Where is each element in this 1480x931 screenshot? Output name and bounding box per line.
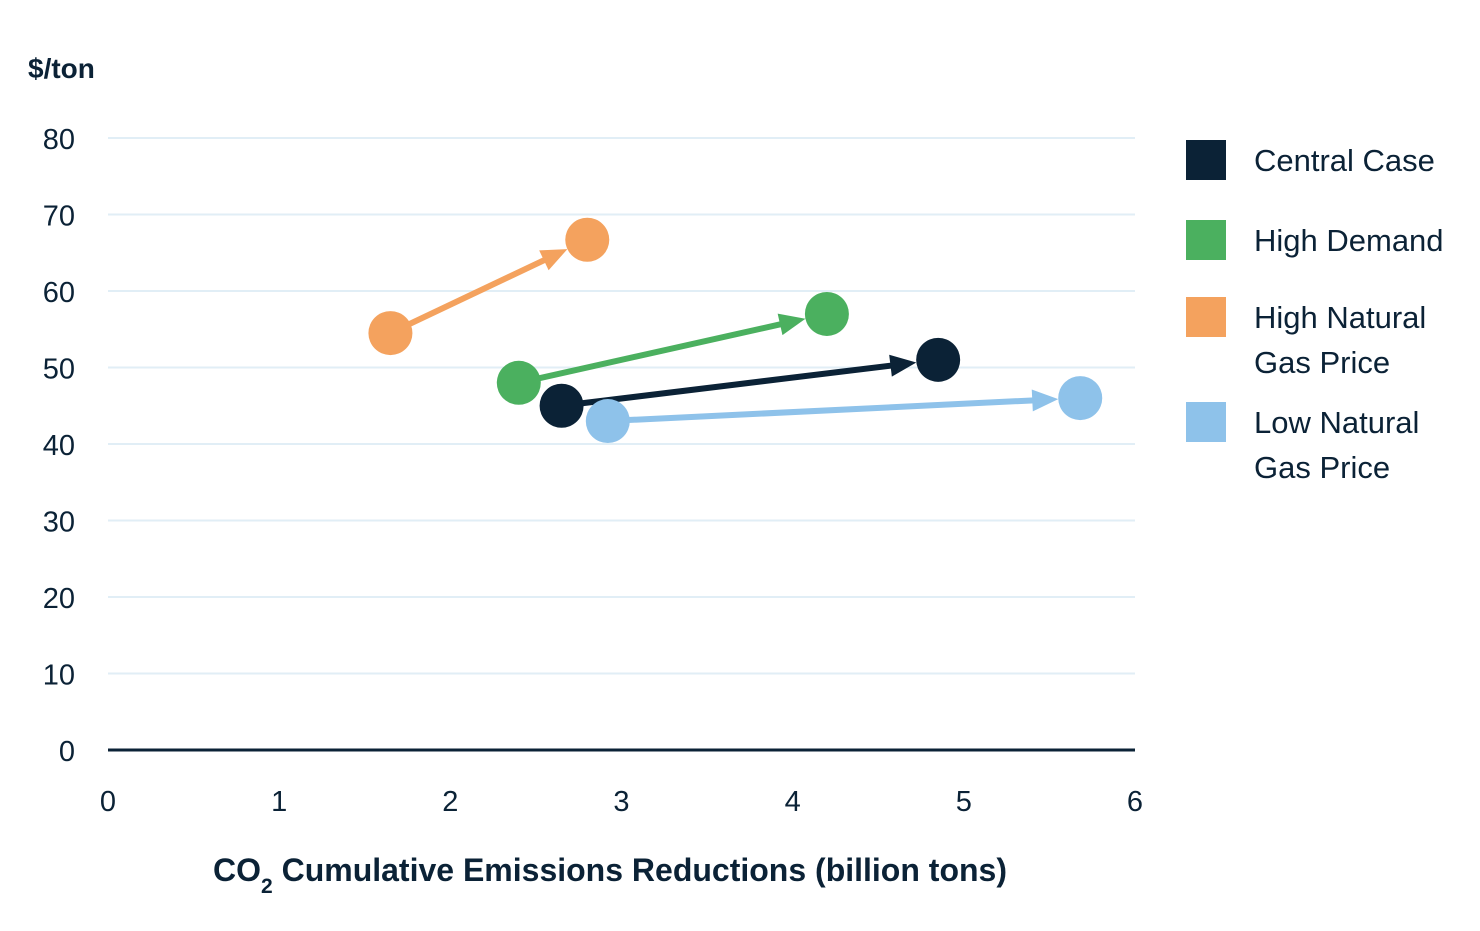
legend-item: Central Case	[1186, 140, 1435, 180]
arrow-line	[389, 256, 547, 336]
start-point	[368, 311, 413, 356]
x-axis-title: CO2 Cumulative Emissions Reductions (bil…	[213, 852, 1007, 898]
arrow-line	[607, 397, 1035, 425]
series-layer	[368, 217, 1103, 444]
x-tick-label: 5	[956, 786, 972, 818]
x-axis-title-subscript: 2	[261, 875, 273, 898]
legend-swatch	[1186, 220, 1226, 260]
x-tick-label: 6	[1127, 786, 1143, 818]
axes: 0 10 20 30 40 50 60 70 80 0 1 2 3 4 5 6	[43, 124, 1143, 818]
legend-item: High Natural Gas Price	[1186, 297, 1426, 380]
x-axis-title-suffix: Cumulative Emissions Reductions (billion…	[273, 852, 1007, 888]
series-high-demand	[496, 291, 849, 405]
y-tick-label: 30	[43, 507, 75, 539]
legend-swatch	[1186, 140, 1226, 180]
x-tick-label: 3	[613, 786, 629, 818]
arrow-head	[539, 249, 568, 271]
y-tick-label: 60	[43, 277, 75, 309]
grid-lines	[108, 137, 1135, 675]
legend-label: Low Natural	[1254, 405, 1419, 440]
y-tick-label: 0	[59, 736, 75, 768]
legend-swatch	[1186, 402, 1226, 442]
end-point	[1058, 376, 1103, 421]
arrow-head	[889, 354, 917, 377]
start-point	[585, 399, 630, 444]
y-tick-label: 80	[43, 124, 75, 156]
x-tick-label: 1	[271, 786, 287, 818]
end-point	[565, 217, 610, 262]
arrow-line	[561, 362, 893, 409]
x-tick-label: 4	[785, 786, 801, 818]
y-tick-label: 20	[43, 583, 75, 615]
legend-item: High Demand	[1186, 220, 1444, 260]
y-axis-title: $/ton	[28, 53, 95, 84]
y-tick-label: 50	[43, 354, 75, 386]
end-point	[804, 291, 849, 336]
legend-label: Gas Price	[1254, 345, 1390, 380]
series-low-natural-gas-price	[585, 376, 1103, 444]
legend-swatch	[1186, 297, 1226, 337]
x-tick-label: 2	[442, 786, 458, 818]
legend-label: High Demand	[1254, 223, 1444, 258]
x-tick-label: 0	[100, 786, 116, 818]
x-axis-title-prefix: CO	[213, 852, 261, 888]
legend-label: High Natural	[1254, 300, 1426, 335]
y-tick-label: 40	[43, 430, 75, 462]
start-point	[539, 383, 584, 428]
legend-label: Central Case	[1254, 143, 1435, 178]
arrow-line	[518, 321, 783, 386]
end-point	[916, 337, 961, 382]
arrow-head	[1031, 389, 1059, 412]
y-tick-label: 10	[43, 660, 75, 692]
series-high-natural-gas-price	[368, 217, 610, 356]
legend: Central Case High Demand High Natural Gas P…	[1186, 140, 1444, 485]
series-central-case	[539, 337, 961, 428]
y-tick-label: 70	[43, 201, 75, 233]
legend-label: Gas Price	[1254, 450, 1390, 485]
start-point	[496, 360, 541, 405]
arrow-head	[777, 313, 806, 336]
legend-item: Low Natural Gas Price	[1186, 402, 1419, 485]
